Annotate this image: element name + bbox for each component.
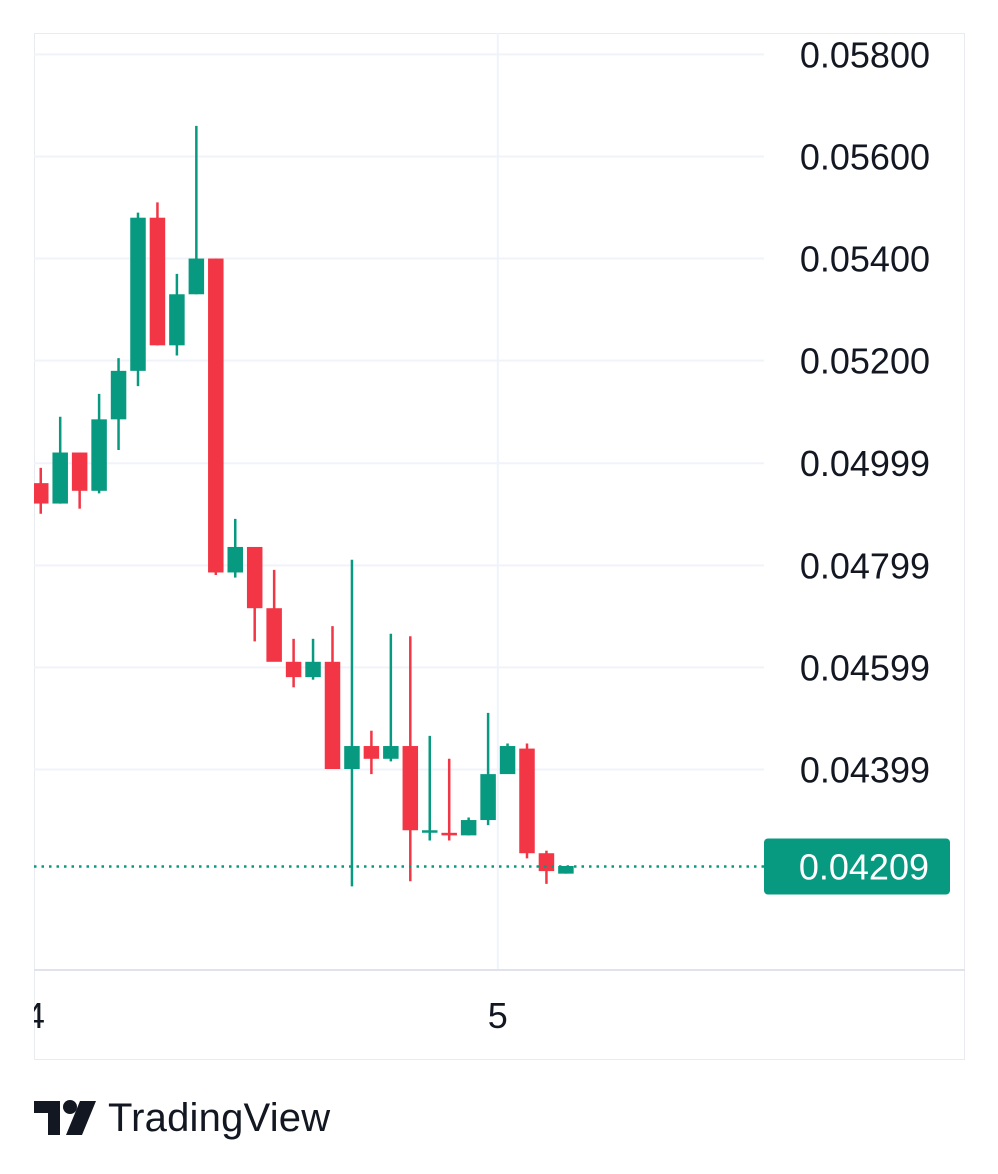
candle-body-down[interactable] (324, 661, 341, 770)
candles-group (33, 125, 574, 887)
candle-body-down[interactable] (363, 746, 380, 759)
candle-body-down[interactable] (538, 853, 555, 872)
candle-body-up[interactable] (91, 419, 107, 491)
candle-body-down[interactable] (208, 258, 224, 573)
y-axis-tick-label: 0.05600 (800, 136, 930, 177)
last-price-badge (764, 838, 950, 895)
y-axis-tick-label: 0.04799 (800, 545, 930, 586)
candle-body-up[interactable] (227, 546, 244, 573)
y-axis-tick-label: 0.04599 (800, 647, 930, 688)
chart-frame (34, 33, 965, 1060)
price-chart[interactable]: 0.05800 0.05600 0.05400 0.05200 0.04999 0.047… (0, 0, 998, 1070)
candle-body-up[interactable] (305, 661, 321, 678)
candle-body-down[interactable] (285, 661, 302, 678)
candle-body-up[interactable] (480, 774, 496, 821)
candle-body-down[interactable] (402, 746, 419, 831)
candle-body-up[interactable] (188, 258, 205, 295)
candle-body-up[interactable] (383, 746, 399, 759)
candle-body-down[interactable] (246, 546, 263, 609)
candle-body-up[interactable] (52, 452, 68, 504)
candle-body-up[interactable] (499, 746, 516, 775)
candle-body-up[interactable] (460, 820, 477, 836)
tradingview-logo[interactable]: TradingView (34, 1094, 330, 1142)
x-axis-tick-label: 4 (25, 995, 45, 1036)
candle-body-down[interactable] (71, 452, 88, 491)
candle-body-up[interactable] (110, 370, 127, 420)
candle-body-up[interactable] (169, 294, 185, 346)
last-price-label: 0.04209 (799, 847, 929, 888)
y-axis-tick-label: 0.04399 (800, 750, 930, 791)
tradingview-brand-label: TradingView (108, 1095, 331, 1140)
candle-body-up[interactable] (130, 217, 146, 371)
x-axis-tick-label: 5 (488, 995, 508, 1036)
candle-body-down[interactable] (519, 748, 535, 854)
candle-body-down[interactable] (149, 217, 166, 346)
candle-body-down[interactable] (266, 608, 282, 662)
y-axis-tick-label: 0.05400 (800, 239, 930, 280)
candle-body-down[interactable] (441, 832, 457, 836)
y-axis-tick-label: 0.05800 (800, 34, 930, 75)
y-axis-tick-label: 0.05200 (800, 341, 930, 382)
candle-body-down[interactable] (33, 483, 49, 504)
candle-body-up[interactable] (344, 746, 360, 770)
y-axis-tick-label: 0.04999 (800, 443, 930, 484)
candle-body-up[interactable] (422, 830, 438, 833)
candle-body-up[interactable] (558, 865, 574, 874)
tradingview-logo-icon (34, 1100, 96, 1135)
candlestick-chart-svg[interactable]: 0.05800 0.05600 0.05400 0.05200 0.04999 0.047… (0, 0, 998, 1070)
